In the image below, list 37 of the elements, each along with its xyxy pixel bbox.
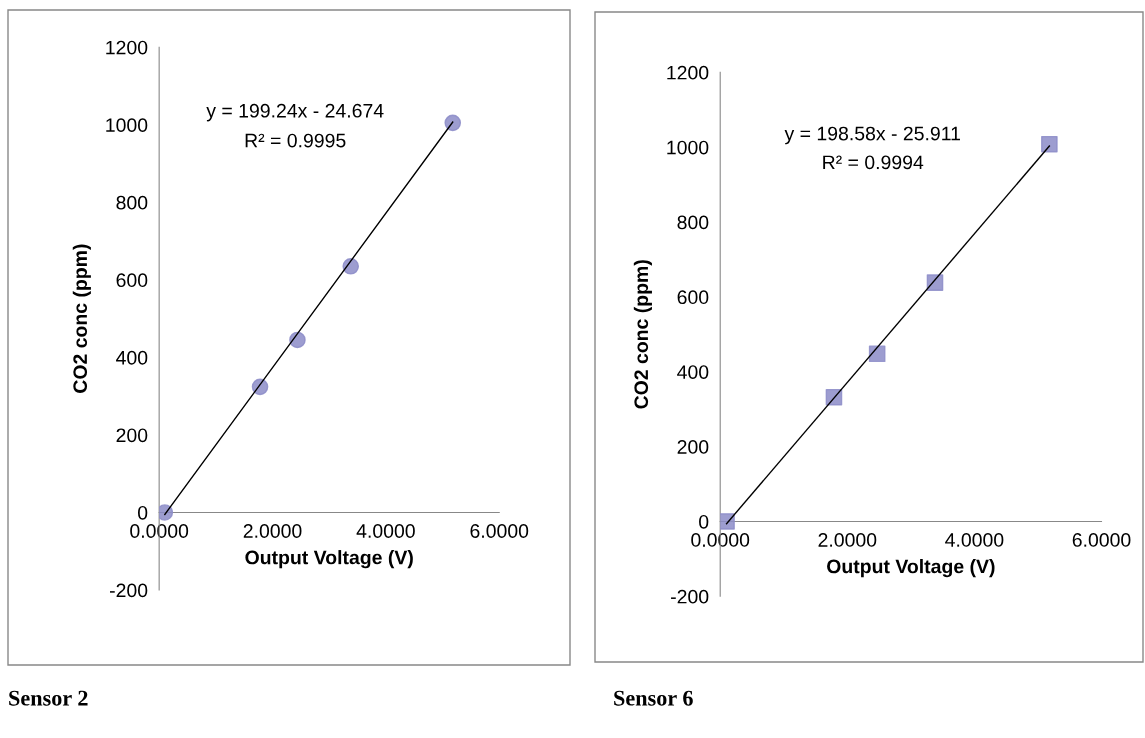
y-tick-label: 600 [677, 290, 709, 305]
y-axis-title: CO2 conc (ppm) [72, 244, 91, 393]
y-tick-label: 200 [116, 428, 148, 443]
point [1041, 135, 1058, 153]
y-tick-label: 400 [677, 365, 709, 379]
x-tick-label: 0.0000 [130, 524, 189, 538]
y-tick-label: 1200 [667, 65, 709, 80]
annotation: y = 199.24x - 24.674 [206, 103, 384, 122]
x-axis-title: Output Voltage (V) [245, 550, 413, 569]
y-tick-label: 800 [677, 215, 709, 230]
y-tick-label: 1000 [667, 140, 709, 155]
y-tick-label: 200 [677, 440, 709, 454]
point [444, 114, 462, 132]
y-axis-title: CO2 conc (ppm) [633, 260, 652, 409]
annotation: R² = 0.9995 [245, 133, 346, 148]
y-tick-label: 0 [699, 514, 709, 529]
x-tick-label: 0.0000 [691, 533, 750, 547]
annotation: R² = 0.9994 [823, 155, 924, 170]
x-tick-label: 6.0000 [470, 524, 529, 538]
y-tick-label: -200 [109, 583, 148, 598]
x-tick-label: 4.0000 [945, 533, 1004, 547]
y-tick-label: 600 [116, 273, 148, 288]
x-axis-title: Output Voltage (V) [827, 559, 995, 578]
y-tick-label: 1000 [106, 118, 148, 133]
y-tick-label: 400 [116, 350, 148, 365]
annotation: y = 198.58x - 25.911 [784, 126, 960, 145]
x-tick-label: 6.0000 [1072, 533, 1131, 547]
y-tick-label: 800 [116, 195, 148, 210]
x-tick-label: 2.0000 [818, 533, 877, 547]
x-tick-label: 4.0000 [356, 524, 415, 538]
y-tick-label: 1200 [106, 40, 148, 55]
y-tick-label: 0 [137, 505, 148, 520]
x-tick-label: 2.0000 [243, 524, 302, 538]
text: Sensor 2 [9, 690, 88, 706]
y-tick-label: -200 [671, 589, 709, 604]
text: Sensor 6 [614, 690, 693, 706]
point [868, 345, 886, 363]
